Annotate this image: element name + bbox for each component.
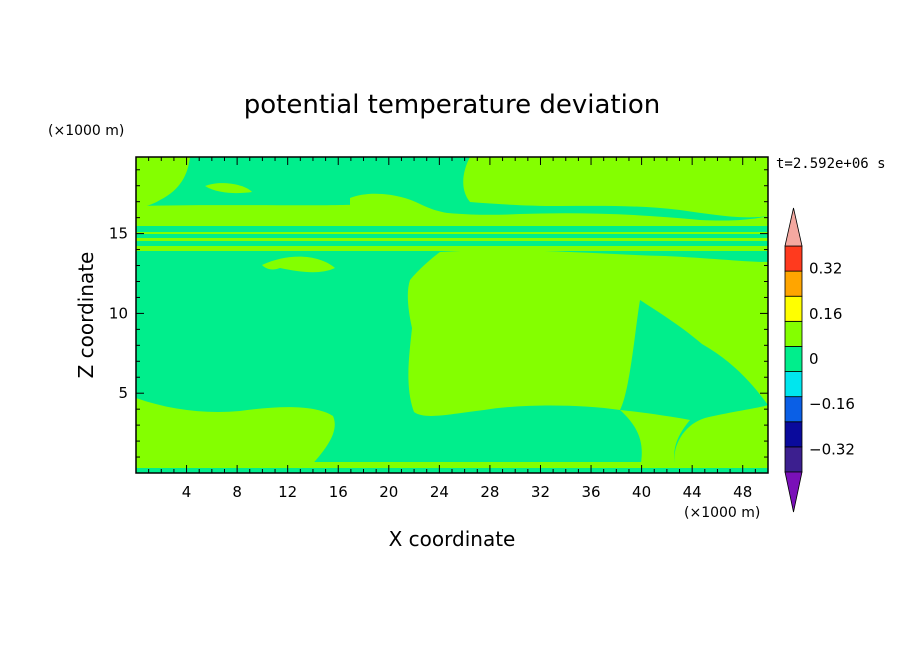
x-tick-label: 24 [430,483,449,501]
colorbar-label: 0.32 [809,260,842,278]
colorbar-label: 0.16 [809,305,842,323]
positive-band-15-1 [136,232,768,234]
colorbar-band [784,446,803,473]
colorbar-label: −0.32 [809,440,855,458]
y-tick-label: 15 [109,225,128,243]
x-tick-label: 20 [379,483,398,501]
y-unit-label: (×1000 m) [48,123,124,139]
x-axis-label: X coordinate [389,527,516,551]
colorbar-band [784,270,803,297]
x-tick-label: 40 [632,483,651,501]
x-tick-label: 44 [683,483,702,501]
positive-band-14 [136,246,768,251]
x-tick-label: 4 [182,483,192,501]
positive-region-upper-right [463,157,768,218]
colorbar: 0.32 0.16 0 −0.16 −0.32 [784,207,855,513]
y-tick-label: 5 [118,384,128,402]
colorbar-band [784,320,803,347]
positive-region-lower-left [136,398,335,467]
colorbar-band [784,295,803,322]
colorbar-band [784,346,803,372]
x-tick-label: 28 [480,483,499,501]
positive-region-center-blob [262,256,335,273]
y-ticks: 5 10 15 [109,169,768,458]
colorbar-band [784,421,803,448]
colorbar-band [784,245,803,272]
positive-region-upper-middle-blob [205,183,252,194]
colorbar-band [784,396,803,423]
positive-region-upper-left [136,157,190,208]
colorbar-label: 0 [809,350,819,368]
positive-region-upper-ridge [350,193,470,216]
chart-title: potential temperature deviation [244,90,660,120]
x-tick-label: 48 [733,483,752,501]
colorbar-band [784,371,803,398]
time-label: t=2.592e+06 s [776,156,886,172]
colorbar-label: −0.16 [809,395,855,413]
positive-region-right-lower [620,410,690,468]
x-tick-label: 8 [232,483,242,501]
positive-region-right-mass [407,250,768,468]
positive-region-lower-left-small [136,437,192,468]
colorbar-under-arrow [784,471,803,513]
colorbar-over-arrow [784,207,803,247]
plot-area [136,157,768,473]
x-tick-label: 36 [581,483,600,501]
positive-band-15-2 [136,238,768,241]
x-ticks: 4 8 12 16 20 24 28 32 36 40 44 48 [148,157,756,501]
x-tick-label: 16 [329,483,348,501]
x-unit-label: (×1000 m) [684,505,760,521]
x-tick-label: 12 [278,483,297,501]
y-axis-label: Z coordinate [74,252,98,379]
y-tick-label: 10 [109,304,128,322]
positive-band-bottom [136,462,768,468]
x-tick-label: 32 [531,483,550,501]
